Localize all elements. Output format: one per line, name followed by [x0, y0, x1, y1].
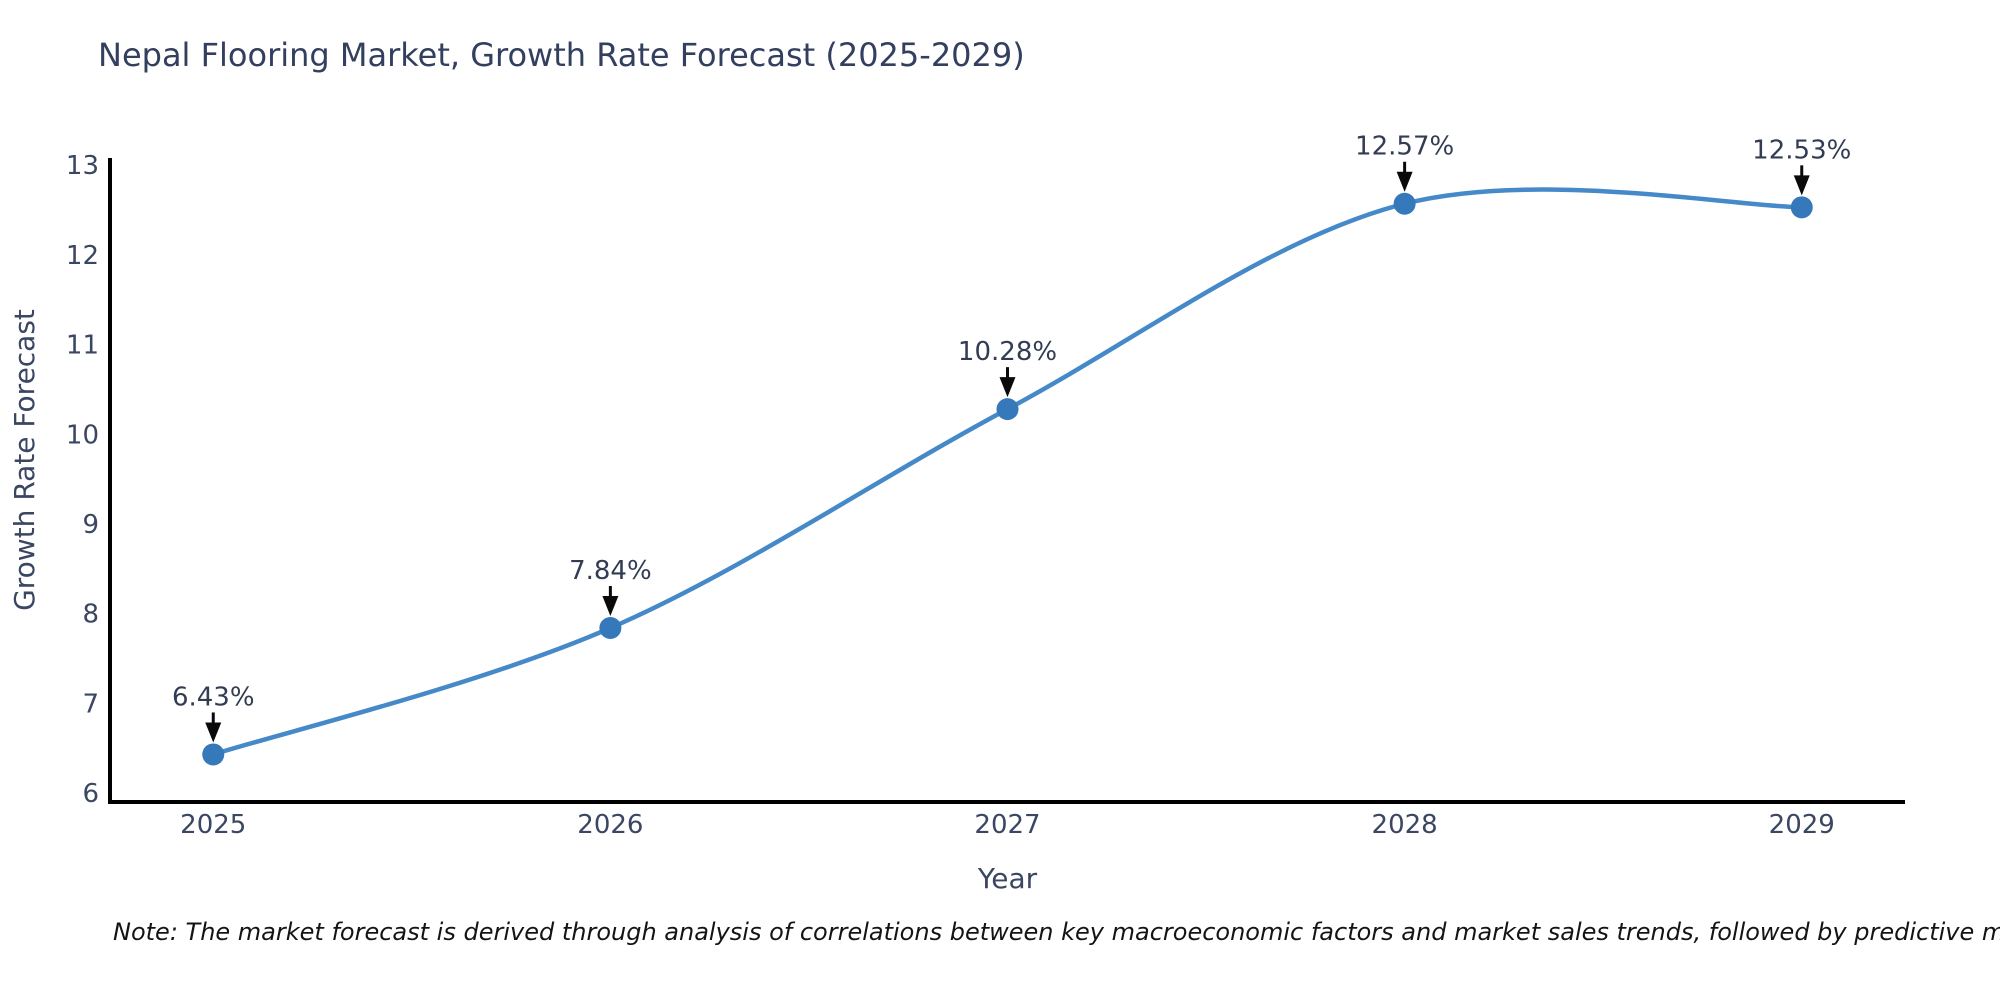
y-tick-label: 9	[82, 510, 99, 540]
forecast-line	[211, 187, 1804, 757]
y-tick-label: 12	[66, 241, 99, 271]
y-tick-label: 13	[66, 151, 99, 181]
data-point-marker	[599, 616, 622, 639]
y-tick-label: 8	[82, 600, 99, 630]
x-tick-label: 2026	[577, 810, 643, 840]
data-point-label: 12.57%	[1355, 132, 1454, 162]
data-point-marker	[202, 743, 225, 766]
annotation-arrow-head	[999, 377, 1016, 398]
x-tick-label: 2027	[974, 810, 1040, 840]
x-tick-label: 2025	[180, 810, 246, 840]
y-tick-label: 11	[66, 331, 99, 361]
x-tick-label: 2029	[1769, 810, 1835, 840]
footnote: Note: The market forecast is derived thr…	[113, 918, 2000, 946]
data-point-marker	[996, 398, 1019, 421]
y-tick-label: 10	[66, 420, 99, 450]
annotation-arrow-head	[602, 595, 619, 616]
annotation-arrow-head	[1396, 171, 1413, 192]
data-point-label: 6.43%	[172, 682, 255, 712]
annotation-arrow-head	[205, 722, 222, 743]
data-point-marker	[1790, 196, 1813, 219]
x-axis-title: Year	[977, 862, 1038, 895]
x-tick-label: 2028	[1372, 810, 1438, 840]
data-point-label: 10.28%	[958, 337, 1057, 367]
y-axis-title: Growth Rate Forecast	[8, 309, 41, 611]
data-point-label: 12.53%	[1752, 135, 1851, 165]
chart-title: Nepal Flooring Market, Growth Rate Forec…	[98, 36, 1025, 74]
data-point-marker	[1393, 192, 1416, 215]
y-tick-label: 6	[82, 779, 99, 809]
annotation-arrow-head	[1793, 175, 1810, 196]
data-point-label: 7.84%	[569, 556, 652, 586]
y-tick-label: 7	[82, 689, 99, 719]
